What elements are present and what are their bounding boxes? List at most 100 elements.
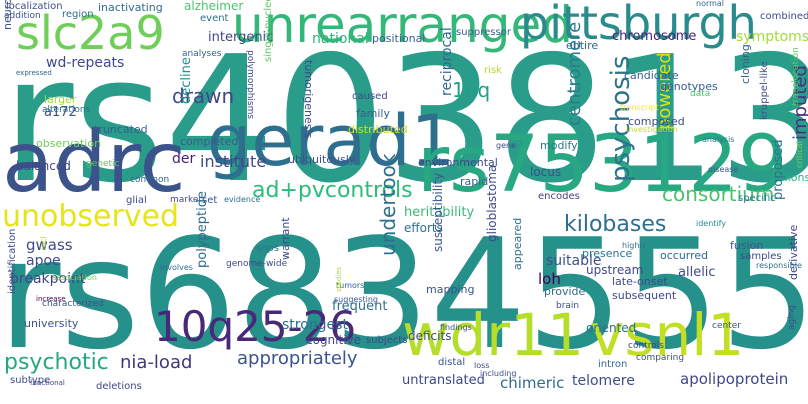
word: centromere bbox=[564, 21, 585, 126]
word: set bbox=[202, 195, 218, 206]
word: identify bbox=[696, 219, 727, 228]
word: tumors bbox=[336, 281, 365, 290]
word: proposed bbox=[771, 139, 786, 201]
word: slc2a9 bbox=[16, 6, 165, 60]
word: center bbox=[712, 321, 741, 331]
word: findings bbox=[440, 323, 472, 332]
word: consortium bbox=[662, 182, 775, 206]
word: institute bbox=[200, 152, 267, 171]
word: chromosome bbox=[612, 29, 697, 44]
word: chimeric bbox=[500, 374, 565, 392]
word: breakpoint bbox=[10, 271, 86, 287]
word: evidence bbox=[224, 195, 261, 204]
word: positional bbox=[372, 32, 426, 45]
word: deficits bbox=[408, 329, 452, 343]
word: larger bbox=[44, 93, 77, 106]
word: brain bbox=[556, 301, 580, 311]
word: highly bbox=[622, 241, 647, 250]
word: observation bbox=[36, 137, 102, 150]
word: risk bbox=[484, 65, 502, 76]
word: upstream bbox=[586, 263, 644, 277]
word: derivative bbox=[787, 224, 800, 280]
word: normal bbox=[696, 0, 725, 8]
word: addition bbox=[4, 11, 41, 21]
word: appropriately bbox=[237, 348, 358, 369]
word: deletions bbox=[96, 381, 142, 392]
word: a172 bbox=[44, 105, 77, 120]
word: balanced bbox=[16, 159, 71, 173]
word: late-onset bbox=[612, 275, 668, 288]
word: susceptibility bbox=[431, 172, 445, 252]
word: functional bbox=[30, 379, 65, 387]
word: strongest bbox=[282, 317, 348, 333]
word: heritability bbox=[404, 205, 475, 220]
word: intron bbox=[598, 359, 628, 370]
word: snps bbox=[256, 243, 280, 254]
word: data bbox=[690, 89, 711, 99]
word: gwass bbox=[26, 236, 73, 254]
word: entire bbox=[566, 39, 599, 52]
word: university bbox=[24, 317, 79, 330]
word: rs4038131 bbox=[2, 19, 808, 222]
word: frequent bbox=[332, 299, 388, 314]
word: association bbox=[52, 273, 97, 282]
word: efforts bbox=[404, 221, 443, 235]
word: apoe bbox=[26, 253, 61, 269]
word: localization bbox=[6, 1, 63, 12]
word: glial bbox=[126, 195, 147, 206]
word: analyses bbox=[182, 49, 222, 59]
word: oriented bbox=[586, 321, 637, 335]
word: der bbox=[172, 151, 196, 167]
word: gene bbox=[496, 141, 516, 150]
word: region bbox=[62, 9, 94, 20]
word: allelic bbox=[678, 265, 716, 280]
word: investigation bbox=[626, 125, 678, 134]
word: suppressor bbox=[456, 27, 511, 38]
word: cloning bbox=[739, 44, 752, 84]
word: subsequent bbox=[612, 289, 677, 302]
word: loss bbox=[474, 361, 490, 370]
word: involves bbox=[160, 263, 193, 272]
word: fusion bbox=[730, 239, 764, 252]
word: nia-load bbox=[120, 352, 193, 373]
word: samples bbox=[740, 251, 782, 262]
word: provide bbox=[544, 285, 586, 298]
word: tumorigenesis bbox=[302, 60, 315, 139]
word: telomere bbox=[572, 373, 635, 389]
word: subjects bbox=[366, 335, 408, 346]
word: intergenic bbox=[208, 30, 274, 45]
word: national bbox=[312, 31, 369, 47]
word: completed bbox=[180, 135, 239, 148]
word: exons bbox=[778, 171, 808, 184]
word: environmental bbox=[418, 156, 498, 169]
word: kilobases bbox=[564, 212, 667, 237]
word: specific bbox=[738, 193, 776, 204]
word: unobserved bbox=[2, 199, 180, 234]
word: alterations bbox=[42, 105, 91, 115]
word: mapping bbox=[426, 283, 475, 296]
word: suggesting bbox=[334, 295, 378, 304]
word: ubiquitously bbox=[288, 153, 356, 166]
word: modify bbox=[540, 139, 578, 152]
word: critical bbox=[795, 141, 804, 168]
word: rapid bbox=[460, 175, 489, 188]
word: appeared bbox=[511, 217, 524, 270]
word: decline bbox=[179, 57, 194, 104]
word: rs6834555 bbox=[0, 206, 808, 383]
word: alzheimer bbox=[184, 0, 244, 13]
word: psychotic bbox=[4, 350, 109, 375]
word: disease bbox=[708, 165, 739, 174]
word: composed bbox=[628, 115, 685, 128]
word: drawn bbox=[172, 84, 235, 108]
word: characterized bbox=[42, 299, 104, 309]
word: comparing bbox=[636, 353, 685, 363]
word: distributed bbox=[348, 123, 408, 136]
word: warrant bbox=[279, 217, 292, 260]
word: genotypes bbox=[660, 80, 718, 93]
word: reciprocal bbox=[439, 27, 455, 96]
word: ad+pvcontrols bbox=[252, 178, 413, 203]
word: increase bbox=[36, 295, 66, 303]
word: rs753129 bbox=[417, 120, 788, 210]
word: adrc bbox=[2, 113, 186, 211]
word: wd-repeats bbox=[46, 55, 125, 71]
